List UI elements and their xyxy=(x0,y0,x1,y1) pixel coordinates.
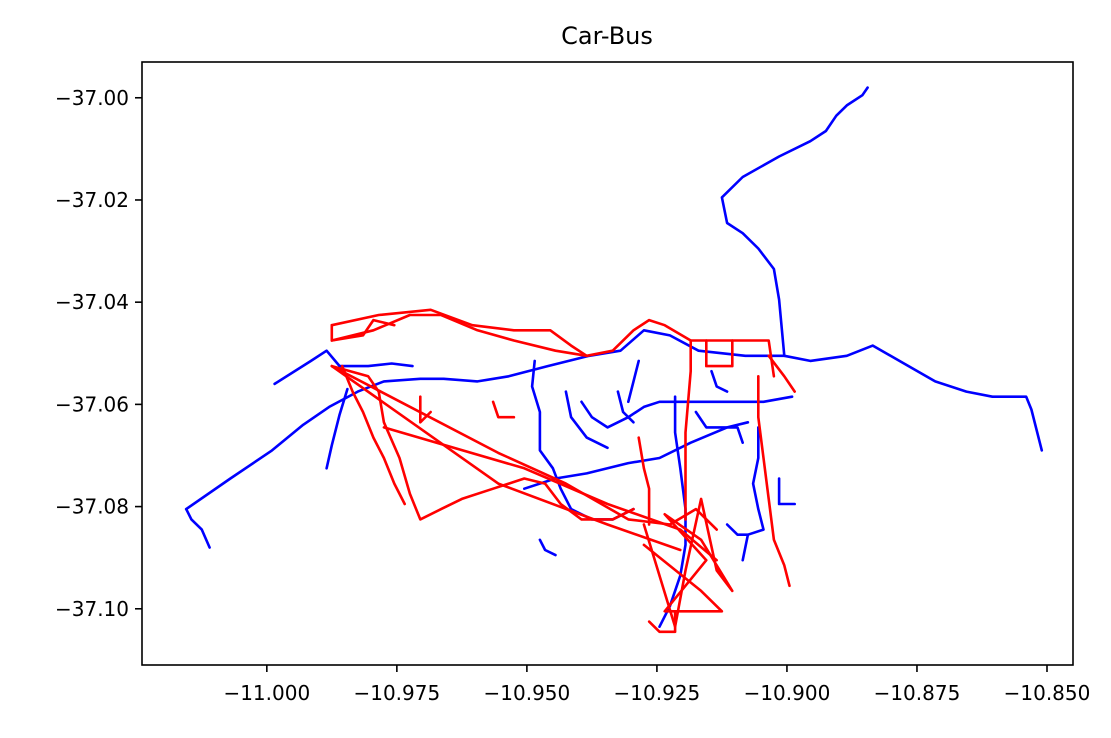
series-1-track-15 xyxy=(418,395,433,424)
series-0-track-11 xyxy=(777,477,797,506)
series-0-track-14 xyxy=(564,390,609,450)
series-1-track-1 xyxy=(330,313,589,358)
x-tick-label: −10.925 xyxy=(614,681,701,705)
series-1-track-12 xyxy=(704,339,734,368)
x-tick-label: −10.875 xyxy=(874,681,961,705)
series-0-track-8 xyxy=(694,410,745,445)
x-axis: −11.000 −10.975 −10.950 −10.925 −10.900 −10.8… xyxy=(223,665,1090,705)
series-1-track-11 xyxy=(684,339,693,521)
series-1-track-0 xyxy=(330,308,776,378)
series-1-track-6 xyxy=(330,364,682,552)
series-0-track-2 xyxy=(273,349,414,386)
series-1-track-13 xyxy=(756,374,791,588)
series-1-track-8 xyxy=(642,497,734,629)
x-tick-label: −10.900 xyxy=(744,681,831,705)
y-axis: −37.00 −37.02 −37.04 −37.06 −37.08 −37.10 xyxy=(55,86,142,621)
series-0-track-5 xyxy=(580,395,794,429)
series-1-track-2 xyxy=(330,318,396,342)
y-tick-label: −37.06 xyxy=(55,392,129,416)
series-0-track-4 xyxy=(530,359,635,521)
series-0-track-3 xyxy=(325,387,349,470)
series-1-track-14 xyxy=(767,354,797,393)
series-0-track-9 xyxy=(741,426,765,562)
series-1-track-7 xyxy=(382,426,719,562)
series-0-track-13 xyxy=(720,86,869,358)
y-tick-label: −37.10 xyxy=(55,597,129,621)
series-0-track-1 xyxy=(184,507,211,549)
x-tick-label: −11.000 xyxy=(223,681,310,705)
y-tick-label: −37.04 xyxy=(55,290,129,314)
plot-area xyxy=(184,86,1044,634)
series-1-track-9 xyxy=(637,436,651,526)
series-1-track-4 xyxy=(340,364,407,506)
y-tick-label: −37.08 xyxy=(55,495,129,519)
series-1-track-16 xyxy=(491,400,516,419)
series-0-track-16 xyxy=(710,369,729,393)
x-tick-label: −10.850 xyxy=(1004,681,1091,705)
plot-frame xyxy=(141,61,1074,666)
series-1-track-10 xyxy=(647,609,677,634)
y-tick-label: −37.02 xyxy=(55,188,129,212)
series-0-track-10 xyxy=(725,523,750,537)
series-1-track-5 xyxy=(330,364,719,531)
series-0-track-12 xyxy=(626,359,641,404)
series-0-track-15 xyxy=(616,390,635,424)
series-0-track-0 xyxy=(184,328,1044,511)
chart-title: Car-Bus xyxy=(561,22,653,50)
x-tick-label: −10.950 xyxy=(484,681,571,705)
series-0-track-17 xyxy=(538,538,557,557)
x-tick-label: −10.975 xyxy=(353,681,440,705)
y-tick-label: −37.00 xyxy=(55,86,129,110)
